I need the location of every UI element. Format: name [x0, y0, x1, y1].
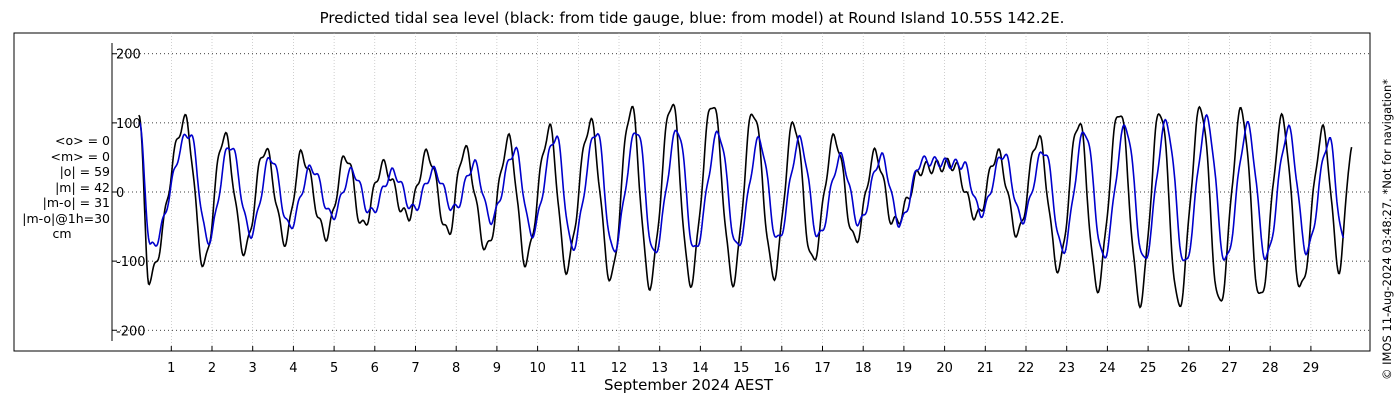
x-tick-label: 11: [570, 361, 587, 376]
plot-frame: [13, 32, 1371, 352]
series-layer: [138, 103, 1353, 309]
stat-unit: cm: [52, 226, 72, 241]
x-tick-label: 2: [208, 361, 216, 376]
stat-abs-model: |m| = 42: [55, 179, 110, 195]
x-tick-label: 12: [611, 361, 628, 376]
series-line-model: [138, 113, 1345, 262]
y-tick-label: 0: [116, 186, 124, 201]
x-tick-label: 7: [411, 361, 419, 376]
x-tick-label: 1: [167, 361, 175, 376]
frame-layer: [13, 32, 1371, 352]
x-tick-label: 19: [896, 361, 913, 376]
x-tick-label: 4: [289, 361, 297, 376]
stat-abs-obs: |o| = 59: [59, 164, 110, 179]
x-axis-label: September 2024 AEST: [604, 376, 774, 394]
stat-mean-model: <m> = 0: [50, 148, 111, 164]
x-tick-label: 23: [1058, 361, 1075, 376]
x-tick-label: 8: [452, 361, 460, 376]
x-tick-label: 16: [774, 361, 791, 376]
x-tick-label: 14: [692, 361, 709, 376]
stat-mean-obs: <o> = 0: [55, 133, 110, 148]
x-tick-label: 10: [529, 361, 546, 376]
x-tick-label: 13: [651, 361, 668, 376]
x-tick-label: 5: [330, 361, 338, 376]
x-tick-label: 26: [1181, 361, 1198, 376]
x-tick-label: 15: [733, 361, 750, 376]
x-tick-label: 27: [1221, 361, 1238, 376]
x-tick-label: 21: [977, 361, 994, 376]
y-tick-label: 200: [116, 48, 141, 63]
statistics-panel: <o> = 0 <m> = 0 |o| = 59 |m| = 42 |m-o| …: [0, 133, 112, 242]
x-tick-label: 24: [1099, 361, 1116, 376]
chart-title: Predicted tidal sea level (black: from t…: [319, 9, 1065, 27]
x-tick-label: 25: [1140, 361, 1157, 376]
x-tick-label: 9: [493, 361, 501, 376]
x-tick-label: 28: [1262, 361, 1279, 376]
x-tick-label: 17: [814, 361, 831, 376]
series-line-tide-gauge: [138, 103, 1353, 309]
stat-abs-diff: |m-o| = 31: [42, 195, 110, 210]
credit-text: © IMOS 11-Aug-2024 03:48:27. *Not for na…: [1380, 79, 1394, 380]
y-tick-label: -200: [116, 324, 146, 339]
y-tick-label: -100: [116, 255, 146, 270]
x-tick-label: 6: [371, 361, 379, 376]
stat-abs-diff-1h: |m-o|@1h=30: [22, 210, 110, 226]
grid-layer: [112, 33, 1370, 351]
x-tick-label: 20: [936, 361, 953, 376]
x-tick-label: 29: [1303, 361, 1320, 376]
x-tick-label: 18: [855, 361, 872, 376]
x-tick-label: 22: [1018, 361, 1035, 376]
y-tick-label: 100: [116, 117, 141, 132]
x-tick-label: 3: [249, 361, 257, 376]
